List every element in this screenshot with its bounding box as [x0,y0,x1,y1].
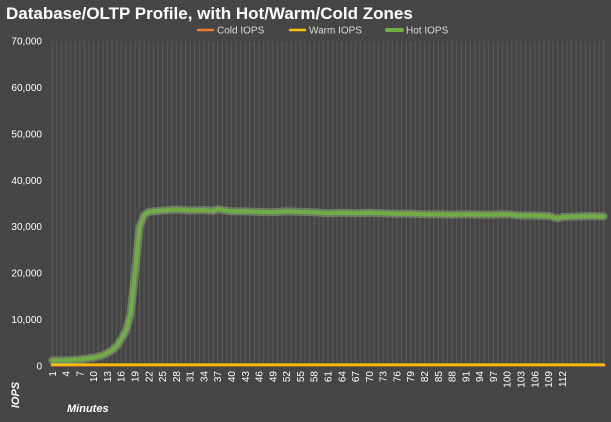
x-tick-label: 79 [406,371,417,383]
x-tick-label: 91 [461,371,472,383]
x-tick-label: 73 [379,371,390,383]
x-tick-label: 55 [296,371,307,383]
legend-label: Hot IOPS [406,26,449,37]
x-tick-label: 88 [448,371,459,383]
y-axis-title: IOPS [10,381,22,408]
x-tick-label: 46 [255,371,266,383]
chart-title: Database/OLTP Profile, with Hot/Warm/Col… [6,4,413,23]
x-tick-label: 100 [503,371,514,388]
x-tick-label: 43 [241,371,252,383]
x-tick-label: 94 [475,371,486,383]
legend-label: Cold IOPS [217,26,265,37]
series-line-hot-iops [50,207,606,363]
y-tick-label: 40,000 [11,176,42,187]
x-tick-label: 76 [392,371,403,383]
x-tick-label: 19 [131,371,142,383]
x-tick-label: 10 [89,371,100,383]
x-tick-label: 16 [117,371,128,383]
x-tick-label: 40 [227,371,238,383]
y-tick-label: 20,000 [11,269,42,280]
x-tick-label: 4 [62,371,73,377]
x-tick-label: 85 [434,371,445,383]
x-tick-label: 82 [420,371,431,383]
x-tick-label: 103 [516,371,527,388]
x-tick-label: 106 [530,371,541,388]
x-tick-label: 112 [558,371,569,387]
x-tick-label: 67 [351,371,362,383]
x-tick-label: 49 [268,371,279,383]
x-tick-label: 97 [489,371,500,383]
x-tick-label: 52 [282,371,293,383]
x-tick-label: 109 [544,371,555,388]
y-tick-label: 10,000 [11,315,42,326]
x-tick-label: 22 [144,371,155,383]
x-tick-label: 64 [337,371,348,383]
x-tick-label: 70 [365,371,376,383]
y-tick-label: 0 [36,362,42,373]
x-tick-label: 25 [158,371,169,383]
x-tick-label: 1 [48,371,59,377]
x-tick-label: 61 [324,371,335,383]
y-tick-label: 30,000 [11,222,42,233]
y-tick-label: 50,000 [11,129,42,140]
x-tick-label: 28 [172,371,183,383]
x-tick-label: 34 [199,371,210,383]
y-tick-label: 60,000 [11,83,42,94]
x-tick-label: 7 [75,371,86,377]
x-axis-title: Minutes [67,403,109,415]
x-tick-label: 37 [213,371,224,383]
x-tick-label: 13 [103,371,114,383]
x-tick-label: 58 [310,371,321,383]
legend-label: Warm IOPS [309,26,362,37]
y-tick-label: 70,000 [11,37,42,48]
x-tick-label: 31 [186,371,197,383]
